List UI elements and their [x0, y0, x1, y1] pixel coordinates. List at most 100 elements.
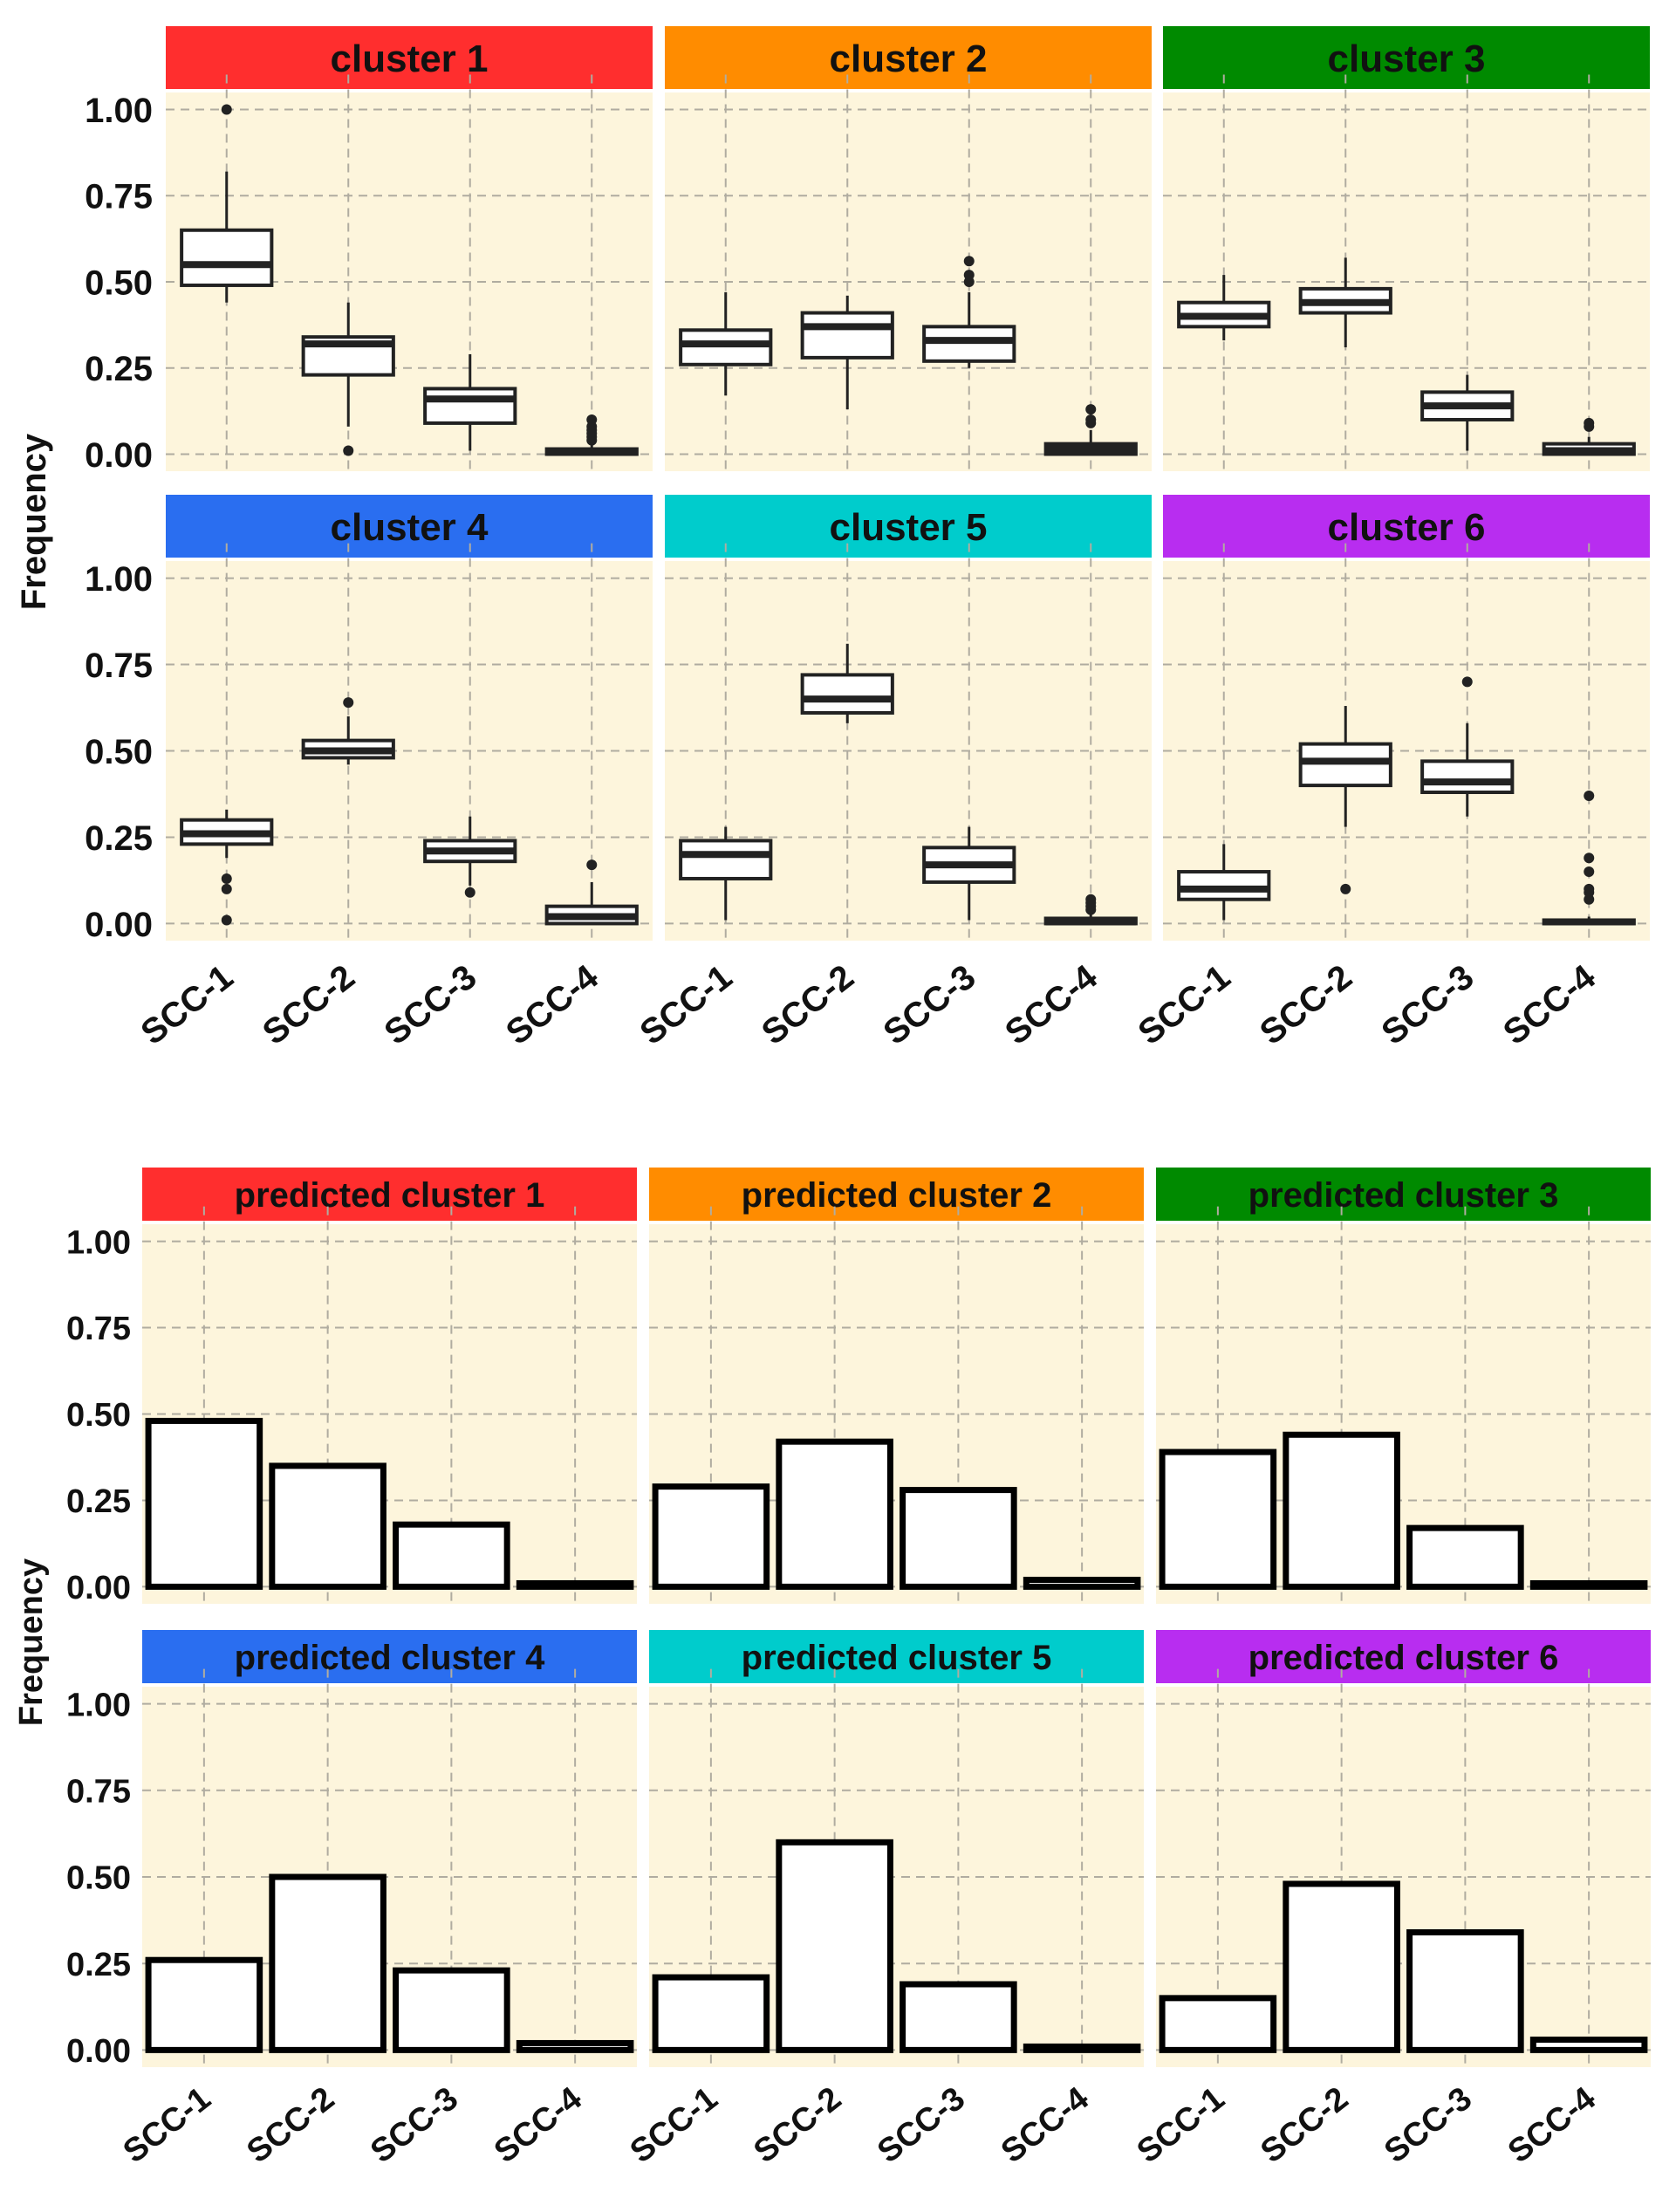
- outlier-point: [343, 697, 354, 709]
- y-tick-label: 0.50: [66, 1397, 131, 1434]
- bar-scc-4: [1023, 2043, 1141, 2053]
- box-scc-1: [180, 809, 274, 926]
- bar-scc-4: [1529, 1579, 1648, 1590]
- bar-scc-4: [1023, 1577, 1141, 1590]
- x-tick-label: SCC-2: [747, 2080, 848, 2170]
- box-body: [423, 387, 517, 425]
- facet-title-2: predicted cluster 2: [742, 1176, 1052, 1215]
- facet-strip-5: [665, 495, 1152, 558]
- outlier-point: [1584, 866, 1595, 878]
- bar-facet-4: predicted cluster 4: [142, 1630, 637, 2068]
- bar-scc-3: [393, 1521, 510, 1590]
- outlier-point: [221, 914, 232, 926]
- box-scc-4: [544, 414, 639, 456]
- x-tick-label: SCC-1: [633, 957, 740, 1052]
- x-tick-label: SCC-4: [488, 2080, 589, 2170]
- x-tick-label: SCC-3: [1378, 2080, 1479, 2170]
- box-body: [180, 228, 274, 287]
- facet-strip-1: [166, 26, 653, 89]
- box-scc-4: [1043, 894, 1138, 926]
- outlier-point: [1340, 883, 1351, 894]
- bar-facet-2: predicted cluster 2: [649, 1168, 1144, 1605]
- y-tick-label: 0.00: [66, 1570, 131, 1606]
- y-tick-label: 0.50: [66, 1860, 131, 1897]
- y-tick-label: 0.75: [85, 647, 153, 685]
- y-tick-label: 0.25: [66, 1947, 131, 1983]
- box-scc-3: [423, 816, 517, 898]
- box-scc-4: [1542, 417, 1636, 456]
- bar-scc-1: [652, 1483, 770, 1590]
- facet-strip-3: [1156, 1168, 1651, 1221]
- x-tick-label: SCC-2: [1253, 957, 1359, 1052]
- box-body: [1420, 759, 1515, 795]
- y-tick-label: 0.75: [66, 1773, 131, 1810]
- bar-scc-2: [776, 1438, 893, 1590]
- facet-title-4: predicted cluster 4: [235, 1639, 545, 1677]
- outlier-point: [1461, 676, 1473, 688]
- x-tick-label: SCC-2: [256, 957, 362, 1052]
- x-tick-label: SCC-3: [877, 957, 983, 1052]
- outlier-point: [1085, 414, 1097, 425]
- outlier-point: [963, 256, 975, 267]
- facet-strip-5: [649, 1630, 1144, 1683]
- boxplot-facet-6: cluster 6: [1163, 495, 1650, 942]
- facet-title-1: predicted cluster 1: [235, 1176, 545, 1215]
- bar-scc-1: [145, 1417, 263, 1590]
- outlier-point: [221, 873, 232, 884]
- x-tick-label: SCC-4: [1496, 957, 1603, 1052]
- facet-title-6: cluster 6: [1328, 506, 1486, 549]
- x-tick-label: SCC-1: [117, 2080, 218, 2170]
- bar-scc-3: [900, 1981, 1017, 2053]
- facet-strip-1: [142, 1168, 637, 1221]
- x-tick-label: SCC-4: [499, 957, 605, 1052]
- x-tick-label: SCC-2: [755, 957, 861, 1052]
- y-tick-label: 0.00: [85, 436, 153, 475]
- boxplot-facet-5: cluster 5: [665, 495, 1152, 942]
- box-body: [800, 311, 894, 360]
- bar-scc-1: [145, 1956, 263, 2053]
- bar-scc-2: [1283, 1431, 1400, 1590]
- box-scc-2: [301, 302, 395, 456]
- y-tick-label: 1.00: [85, 560, 153, 599]
- x-tick-label: SCC-3: [1375, 957, 1481, 1052]
- x-tick-label: SCC-2: [1254, 2080, 1355, 2170]
- x-tick-label: SCC-4: [998, 957, 1105, 1052]
- y-tick-label: 0.75: [85, 178, 153, 216]
- bar-scc-4: [516, 2039, 634, 2053]
- y-tick-label: 0.50: [85, 733, 153, 771]
- outlier-point: [1085, 894, 1097, 905]
- x-tick-label: SCC-2: [240, 2080, 341, 2170]
- outlier-point: [464, 887, 475, 898]
- facet-title-4: cluster 4: [331, 506, 489, 549]
- outlier-point: [1085, 404, 1097, 415]
- bottom-y-axis-title: Frequency: [13, 1558, 50, 1726]
- boxplot-chart: cluster 1 0.00 0.25 0.50 0.75 1.00 cluster 2 cl…: [85, 26, 1650, 1052]
- y-tick-label: 0.75: [66, 1311, 131, 1347]
- box-body: [679, 839, 773, 880]
- facet-title-6: predicted cluster 6: [1248, 1639, 1559, 1677]
- facet-strip-6: [1156, 1630, 1651, 1683]
- bar-chart: predicted cluster 1 0.00 0.25 0.50 0.75 1.00 p…: [66, 1168, 1651, 2170]
- facet-title-5: predicted cluster 5: [742, 1639, 1052, 1677]
- x-tick-label: SCC-3: [378, 957, 484, 1052]
- box-scc-1: [679, 826, 773, 921]
- facet-strip-3: [1163, 26, 1650, 89]
- x-tick-label: SCC-3: [871, 2080, 972, 2170]
- facet-title-1: cluster 1: [331, 38, 489, 80]
- bar-scc-2: [776, 1839, 893, 2053]
- outlier-point: [586, 859, 598, 871]
- box-scc-3: [423, 353, 517, 451]
- x-tick-label: SCC-4: [995, 2080, 1096, 2170]
- bar-scc-4: [516, 1579, 634, 1590]
- top-y-axis-title: Frequency: [15, 433, 53, 610]
- y-tick-label: 1.00: [66, 1224, 131, 1261]
- outlier-point: [586, 414, 598, 425]
- y-tick-label: 0.25: [85, 350, 153, 388]
- facet-title-3: cluster 3: [1328, 38, 1486, 80]
- bar-scc-3: [393, 1967, 510, 2053]
- box-body: [800, 673, 894, 715]
- outlier-point: [221, 104, 232, 115]
- box-scc-2: [301, 697, 395, 765]
- bar-scc-3: [900, 1487, 1017, 1590]
